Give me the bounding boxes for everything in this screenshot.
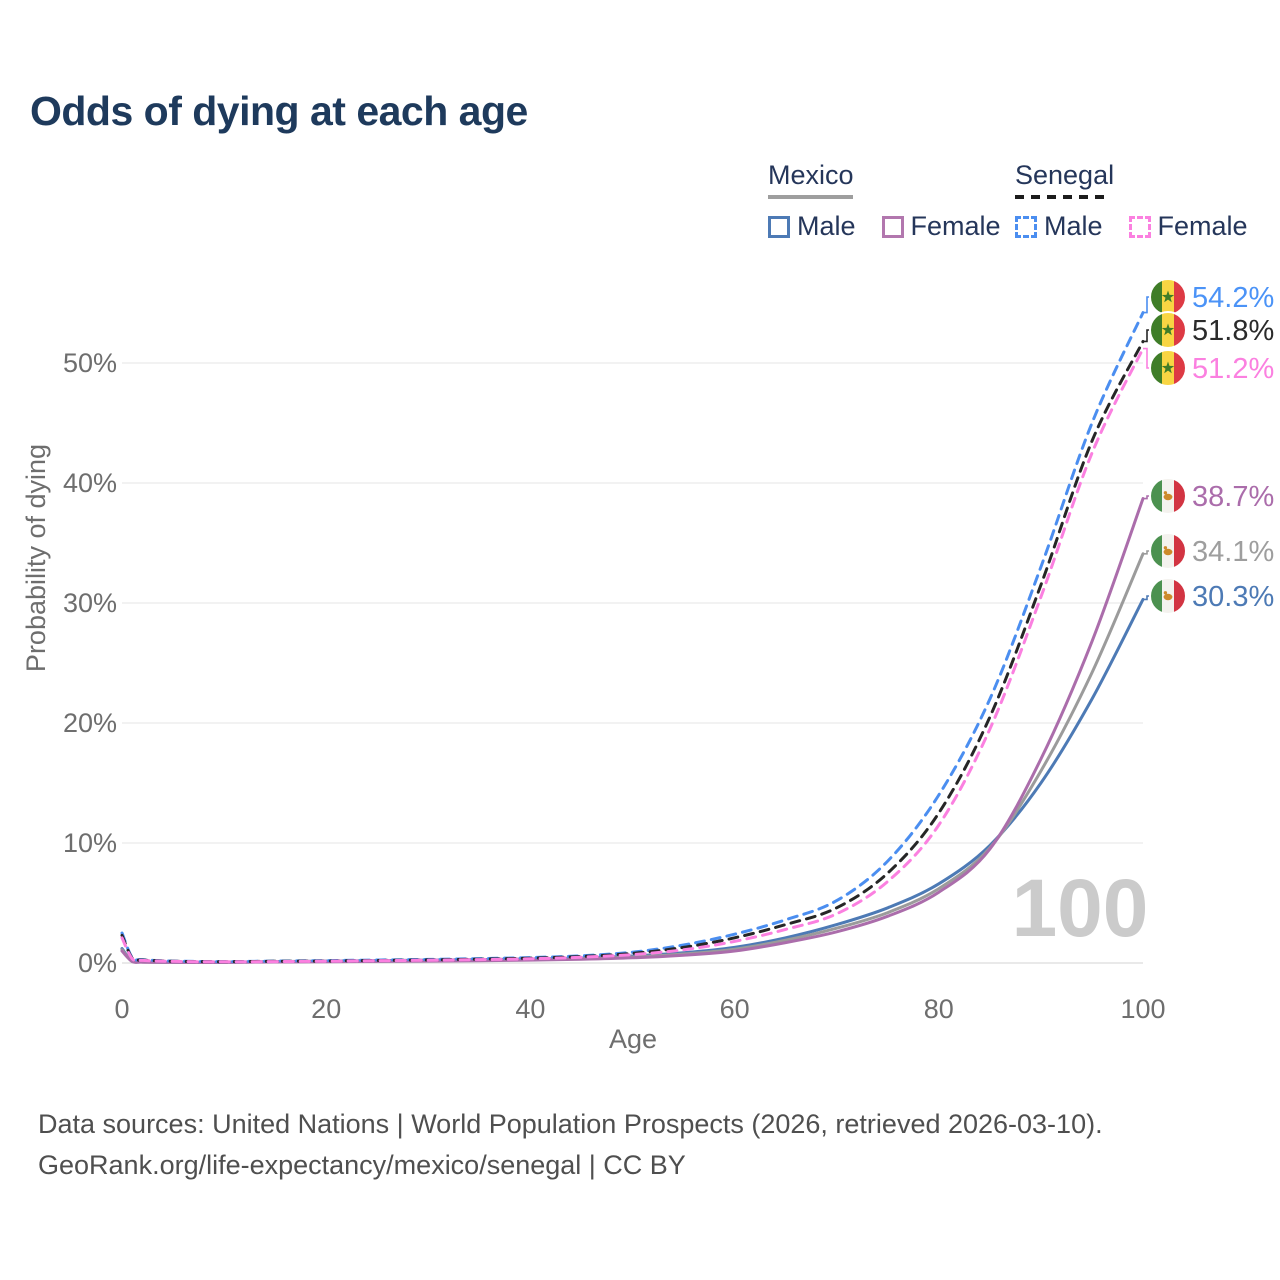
senegal-female-swatch-icon (1128, 215, 1151, 238)
legend-item-senegal-female[interactable]: Female (1128, 211, 1248, 242)
footer-source-line: Data sources: United Nations | World Pop… (38, 1109, 1103, 1139)
x-tick-label: 20 (311, 994, 341, 1024)
mexico-male-swatch-icon (768, 215, 790, 238)
y-tick-label: 40% (63, 468, 117, 498)
x-axis-title: Age (609, 1024, 657, 1054)
label-leader-line (1143, 495, 1150, 500)
label-leader-line (1143, 329, 1150, 343)
end-value-label-senegal-both: 51.8% (1192, 315, 1274, 347)
footer-link-line[interactable]: GeoRank.org/life-expectancy/mexico/seneg… (38, 1150, 686, 1180)
legend-item-mexico-female[interactable]: Female (881, 211, 1001, 242)
x-tick-label: 80 (924, 994, 954, 1024)
series-line-mexico-male[interactable] (120, 597, 1145, 964)
senegal-flag-icon (1149, 311, 1187, 349)
senegal-line-style-swatch (1015, 195, 1107, 199)
end-value-label-senegal-female: 51.2% (1192, 353, 1274, 385)
legend-item-mexico-male[interactable]: Male (768, 211, 856, 242)
legend-item-senegal-male[interactable]: Male (1015, 211, 1103, 242)
mexico-flag-icon (1149, 532, 1187, 570)
senegal-flag-icon (1149, 278, 1187, 316)
senegal-male-swatch-icon (1015, 215, 1037, 238)
series-lines (120, 311, 1145, 964)
legend-group-senegal: Senegal Male Female (1015, 160, 1248, 242)
legend-item-label: Male (1044, 211, 1103, 241)
y-tick-label: 50% (63, 348, 117, 378)
legend-country-mexico: Mexico (768, 160, 1001, 199)
legend-country-label: Senegal (1015, 160, 1115, 190)
end-value-label-mexico-male: 30.3% (1192, 581, 1274, 613)
label-leader-line (1143, 595, 1150, 601)
y-tick-label: 20% (63, 708, 117, 738)
series-end-labels: 30.3% 34.1% 38.7% 54.2%51.8% 51.2% (1143, 278, 1274, 615)
legend-item-label: Female (910, 211, 1001, 241)
label-leader-line (1143, 550, 1150, 555)
series-line-senegal-female[interactable] (120, 347, 1145, 964)
series-line-senegal-both[interactable] (120, 339, 1145, 964)
gridlines (122, 362, 1143, 964)
legend-group-mexico: Mexico Male Female (768, 160, 1001, 242)
legend-item-label: Male (797, 211, 856, 241)
mexico-line-style-swatch (768, 195, 853, 199)
mexico-female-swatch-icon (881, 215, 904, 238)
end-value-label-mexico-female: 38.7% (1192, 481, 1274, 513)
legend-country-label: Mexico (768, 160, 854, 190)
series-line-senegal-male[interactable] (120, 311, 1145, 964)
y-tick-label: 10% (63, 828, 117, 858)
x-tick-label: 0 (114, 994, 129, 1024)
footer: Data sources: United Nations | World Pop… (38, 1104, 1103, 1186)
mexico-flag-icon (1149, 477, 1187, 515)
x-tick-label: 40 (515, 994, 545, 1024)
axis-ticks: 0% 10% 20% 30% 40% 50% 0 20 40 60 80 100 (63, 348, 1166, 1024)
y-tick-label: 30% (63, 588, 117, 618)
legend-item-label: Female (1157, 211, 1248, 241)
mexico-flag-icon (1149, 577, 1187, 615)
y-tick-label: 0% (78, 948, 117, 978)
end-value-label-senegal-male: 54.2% (1192, 282, 1274, 314)
y-axis-title: Probability of dying (21, 444, 51, 672)
age-counter: 100 (1011, 863, 1149, 954)
page-title: Odds of dying at each age (30, 88, 528, 134)
x-tick-label: 60 (720, 994, 750, 1024)
end-value-label-mexico-both: 34.1% (1192, 536, 1274, 568)
label-leader-line (1143, 296, 1150, 314)
senegal-flag-icon (1149, 349, 1187, 387)
series-line-mexico-both[interactable] (120, 552, 1145, 964)
x-tick-label: 100 (1120, 994, 1165, 1024)
label-leader-line (1143, 347, 1150, 369)
legend-country-senegal: Senegal (1015, 160, 1248, 199)
